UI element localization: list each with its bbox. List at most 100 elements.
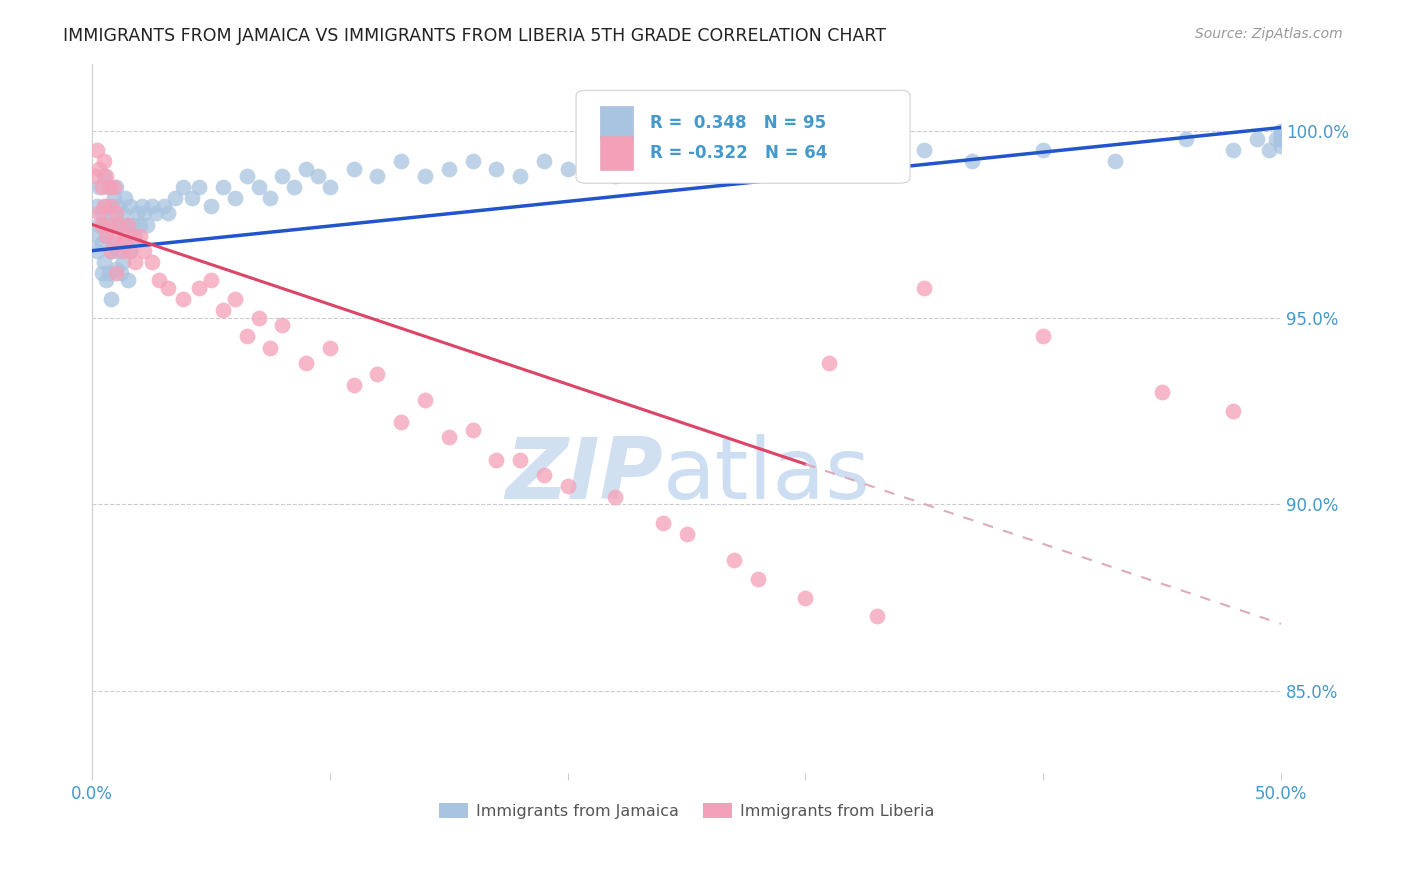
Point [675,154,697,169]
Point [172,180,194,194]
Point [343,378,366,392]
Point [1265,131,1288,145]
Point [1032,143,1054,157]
FancyBboxPatch shape [600,136,633,169]
Point [97,180,120,194]
Point [117,273,139,287]
Point [165,191,187,205]
Point [86,199,108,213]
Point [103,236,125,251]
Point [509,452,531,467]
Point [224,292,246,306]
Point [117,218,139,232]
Point [107,244,129,258]
Point [1246,131,1268,145]
Point [124,255,146,269]
Point [533,467,555,482]
Text: IMMIGRANTS FROM JAMAICA VS IMMIGRANTS FROM LIBERIA 5TH GRADE CORRELATION CHART: IMMIGRANTS FROM JAMAICA VS IMMIGRANTS FR… [63,27,886,45]
Point [1270,131,1292,145]
Point [723,553,745,567]
Point [121,218,143,232]
Point [89,206,111,220]
FancyBboxPatch shape [600,106,633,140]
Point [747,572,769,586]
Point [188,281,211,295]
Point [912,143,935,157]
Point [319,180,342,194]
Point [283,180,305,194]
Point [112,206,135,220]
Point [134,244,156,258]
Text: R =  0.348   N = 95: R = 0.348 N = 95 [650,114,825,132]
Point [93,218,115,232]
Point [533,154,555,169]
Point [343,161,366,176]
Point [100,206,122,220]
Point [1222,404,1244,418]
Point [83,228,105,243]
Legend: Immigrants from Jamaica, Immigrants from Liberia: Immigrants from Jamaica, Immigrants from… [433,797,941,825]
Point [96,169,118,183]
Point [1270,131,1292,145]
Point [627,154,650,169]
Point [200,273,222,287]
Point [114,191,136,205]
Point [93,255,115,269]
Point [461,154,484,169]
Point [723,154,745,169]
Point [152,199,174,213]
Point [247,310,270,325]
Point [124,228,146,243]
Point [437,430,460,444]
Point [1270,128,1292,142]
Point [605,490,627,504]
Point [89,218,111,232]
FancyBboxPatch shape [576,90,910,183]
Point [104,206,127,220]
Point [141,199,163,213]
Point [389,415,412,429]
Point [96,228,118,243]
Point [86,244,108,258]
Point [131,199,153,213]
Point [96,228,118,243]
Point [90,218,112,232]
Point [117,218,139,232]
Point [157,281,180,295]
Point [97,218,120,232]
Point [1258,143,1281,157]
Point [127,206,149,220]
Point [818,154,841,169]
Point [103,180,125,194]
Point [235,329,257,343]
Point [413,169,436,183]
Point [1032,329,1054,343]
Point [97,218,120,232]
Point [413,392,436,407]
Point [557,161,579,176]
Point [90,180,112,194]
Point [128,228,150,243]
Point [605,169,627,183]
Point [110,266,132,280]
Point [89,161,111,176]
Point [110,218,132,232]
Point [960,154,983,169]
Point [259,191,281,205]
Point [100,244,122,258]
Text: Source: ZipAtlas.com: Source: ZipAtlas.com [1195,27,1343,41]
Point [145,206,167,220]
Point [1270,139,1292,153]
Point [651,161,673,176]
Point [120,199,142,213]
Point [90,236,112,251]
Point [271,169,294,183]
Point [100,292,122,306]
Point [200,199,222,213]
Point [509,169,531,183]
Point [212,303,235,318]
Point [235,169,257,183]
Point [120,244,142,258]
Point [103,191,125,205]
Point [818,355,841,369]
